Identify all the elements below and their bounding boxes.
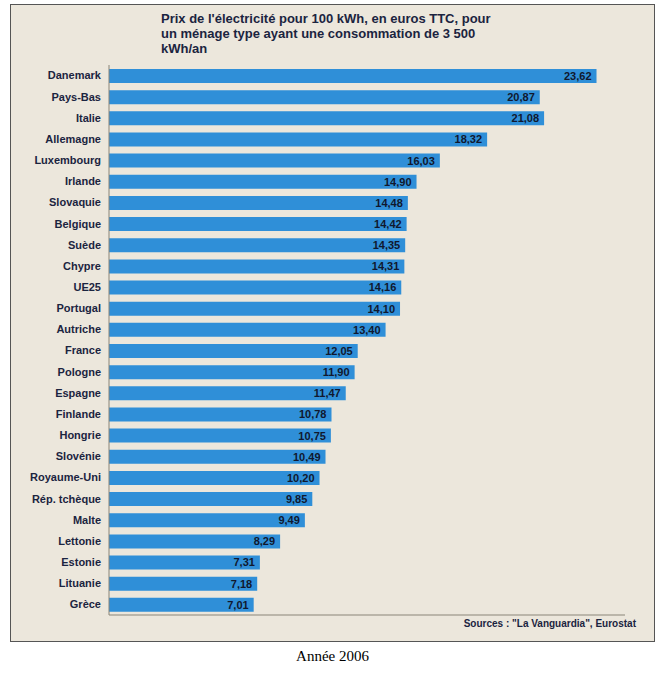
svg-text:Estonie: Estonie: [61, 556, 101, 568]
svg-text:14,16: 14,16: [369, 281, 397, 293]
svg-text:10,75: 10,75: [298, 430, 326, 442]
svg-text:Espagne: Espagne: [55, 387, 101, 399]
svg-text:Pays-Bas: Pays-Bas: [51, 91, 101, 103]
svg-text:16,03: 16,03: [407, 155, 435, 167]
svg-text:23,62: 23,62: [564, 70, 592, 82]
svg-text:7,18: 7,18: [231, 578, 252, 590]
svg-text:Luxembourg: Luxembourg: [34, 154, 101, 166]
svg-text:Chypre: Chypre: [63, 260, 101, 272]
svg-text:10,49: 10,49: [293, 451, 321, 463]
svg-text:Royaume-Uni: Royaume-Uni: [30, 471, 101, 483]
svg-text:Lettonie: Lettonie: [58, 535, 101, 547]
svg-text:11,47: 11,47: [314, 387, 341, 399]
svg-text:18,32: 18,32: [455, 133, 483, 145]
svg-text:Portugal: Portugal: [56, 302, 101, 314]
svg-text:14,90: 14,90: [384, 176, 412, 188]
svg-text:Malte: Malte: [73, 514, 101, 526]
svg-text:13,40: 13,40: [353, 324, 381, 336]
svg-text:France: France: [65, 344, 101, 356]
svg-text:Autriche: Autriche: [56, 323, 101, 335]
html-text:Année 2006: Année 2006: [296, 648, 369, 664]
svg-text:Slovénie: Slovénie: [56, 450, 101, 462]
svg-text:Belgique: Belgique: [55, 218, 101, 230]
svg-text:Suède: Suède: [68, 239, 101, 251]
svg-text:12,05: 12,05: [325, 345, 353, 357]
svg-text:14,42: 14,42: [374, 218, 402, 230]
svg-text:11,90: 11,90: [323, 366, 350, 378]
svg-text:14,31: 14,31: [372, 260, 400, 272]
svg-text:7,31: 7,31: [233, 556, 254, 568]
svg-text:Rép. tchèque: Rép. tchèque: [32, 493, 101, 505]
svg-text:Italie: Italie: [76, 112, 101, 124]
svg-text:Allemagne: Allemagne: [45, 133, 101, 145]
svg-text:Finlande: Finlande: [56, 408, 101, 420]
svg-text:14,10: 14,10: [367, 303, 395, 315]
svg-text:8,29: 8,29: [254, 535, 275, 547]
svg-text:Slovaquie: Slovaquie: [49, 196, 101, 208]
svg-text:21,08: 21,08: [512, 112, 540, 124]
svg-text:Lituanie: Lituanie: [59, 577, 101, 589]
svg-text:UE25: UE25: [73, 281, 101, 293]
html-text:Prix de l'électricité pour 100: Prix de l'électricité pour 100 kWh, en e…: [161, 11, 491, 56]
svg-text:Grèce: Grèce: [70, 598, 101, 610]
svg-text:14,35: 14,35: [373, 239, 401, 251]
svg-text:10,20: 10,20: [287, 472, 315, 484]
svg-text:9,49: 9,49: [278, 514, 299, 526]
html-text:Sources : "La Vanguardia", Eur: Sources : "La Vanguardia", Eurostat: [463, 618, 636, 629]
svg-text:Danemark: Danemark: [48, 69, 102, 81]
svg-text:20,87: 20,87: [507, 91, 535, 103]
svg-text:14,48: 14,48: [375, 197, 403, 209]
svg-text:7,01: 7,01: [227, 599, 248, 611]
svg-text:Hongrie: Hongrie: [59, 429, 101, 441]
svg-text:9,85: 9,85: [286, 493, 307, 505]
svg-text:Irlande: Irlande: [65, 175, 101, 187]
svg-text:10,78: 10,78: [299, 408, 327, 420]
svg-text:Pologne: Pologne: [58, 366, 101, 378]
